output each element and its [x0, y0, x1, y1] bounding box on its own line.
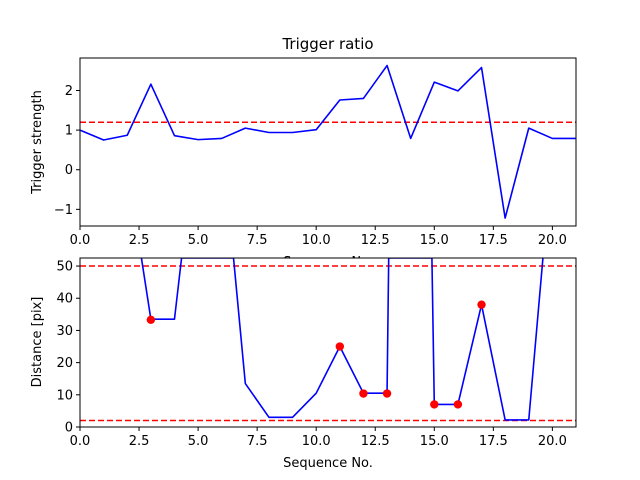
y-tick-label: 0 [65, 421, 73, 436]
x-tick-label: 10.0 [302, 233, 331, 248]
x-tick-label: 20.0 [538, 233, 567, 248]
x-tick-label: 10.0 [302, 434, 331, 449]
top-series [80, 64, 576, 219]
x-tick-label: 0.0 [70, 233, 91, 248]
y-tick-label: 40 [56, 292, 73, 307]
bottom-plot-frame [79, 257, 577, 428]
x-tick-label: 20.0 [538, 434, 567, 449]
scatter-point [335, 342, 345, 351]
x-tick-label: 12.5 [361, 233, 390, 248]
scatter-point [453, 400, 463, 409]
top-y-axis-label: Trigger strength [30, 90, 45, 195]
bottom-y-axis-label: Distance [pix] [30, 297, 45, 388]
top-plot-frame [79, 57, 577, 227]
x-tick-label: 12.5 [361, 434, 390, 449]
bottom-y-ticks: 0 10 20 30 40 50 [56, 260, 80, 436]
x-tick-label: 7.5 [247, 434, 268, 449]
x-tick-label: 15.0 [420, 233, 449, 248]
x-tick-label: 2.5 [129, 233, 150, 248]
x-tick-label: 15.0 [420, 434, 449, 449]
bottom-x-ticks: 0.0 2.5 5.0 7.5 10.0 12.5 15.0 17.5 20.0 [70, 427, 567, 449]
scatter-point [382, 389, 392, 398]
series-line [140, 258, 544, 421]
top-x-ticks: 0.0 2.5 5.0 7.5 10.0 12.5 15.0 17.5 20.0 [70, 226, 567, 248]
top-y-ticks: −1 0 1 2 [54, 84, 80, 218]
x-tick-label: 0.0 [70, 434, 91, 449]
bottom-plot-background [80, 258, 576, 427]
bottom-threshold-lines [80, 265, 576, 422]
x-tick-label: 2.5 [129, 434, 150, 449]
scatter-point [430, 400, 439, 409]
y-tick-label: −1 [54, 203, 73, 218]
scatter-point [477, 300, 486, 309]
y-tick-label: 1 [65, 124, 73, 139]
x-tick-label: 7.5 [247, 233, 268, 248]
bottom-chart: 0.0 2.5 5.0 7.5 10.0 12.5 15.0 17.5 20.0 0 10 20 30… [30, 257, 577, 471]
scatter-point [359, 389, 368, 398]
bottom-series [140, 258, 544, 421]
x-tick-label: 5.0 [188, 233, 209, 248]
bottom-x-axis-label: Sequence No. [283, 456, 373, 471]
y-tick-label: 50 [56, 260, 73, 275]
top-chart-title: Trigger ratio [281, 35, 373, 53]
series-line [80, 64, 576, 219]
y-tick-label: 0 [65, 163, 73, 178]
y-tick-label: 20 [56, 356, 73, 371]
y-tick-label: 30 [56, 324, 73, 339]
x-tick-label: 5.0 [188, 434, 209, 449]
y-tick-label: 10 [56, 388, 73, 403]
y-tick-label: 2 [65, 84, 73, 99]
scatter-point [146, 315, 156, 325]
x-tick-label: 17.5 [479, 434, 508, 449]
x-tick-label: 17.5 [479, 233, 508, 248]
top-chart: Trigger ratio 0.0 2.5 5.0 7.5 10.0 12.5 15.0 17… [30, 35, 577, 270]
